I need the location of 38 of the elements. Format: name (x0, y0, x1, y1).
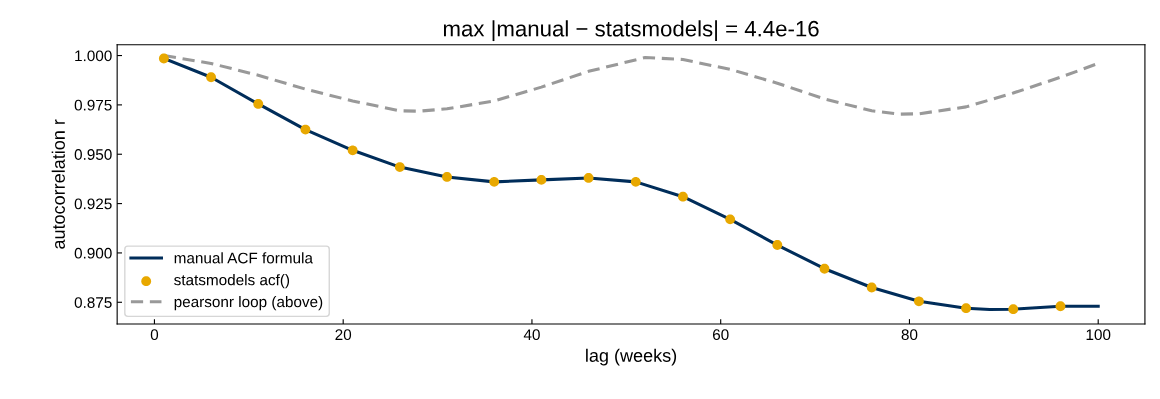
x-tick-label: 40 (523, 329, 540, 341)
y-tick-label: 0.950 (74, 149, 112, 160)
point (725, 214, 736, 225)
point (678, 191, 688, 202)
point (819, 263, 830, 274)
legend-label: manual ACF formula (174, 252, 313, 264)
y-tick-label: 1.000 (75, 50, 112, 62)
chart-title: max |manual − statsmodels| = 4.4e-16 (443, 20, 819, 42)
x-tick-label: 0 (150, 329, 159, 341)
point (961, 303, 971, 314)
y-tick-label: 0.975 (74, 99, 112, 111)
x-tick-label: 60 (712, 329, 729, 341)
point (1008, 304, 1019, 315)
y-tick-label: 0.875 (74, 297, 112, 308)
point (394, 162, 405, 172)
x-tick-label: 20 (335, 329, 352, 341)
x-tick-label: 100 (1086, 329, 1111, 341)
legend-label: statsmodels acf() (174, 274, 290, 289)
point (630, 176, 641, 187)
point (913, 296, 924, 307)
legend-label: pearsonr loop (above) (174, 296, 323, 311)
x-axis-title: lag (weeks) (586, 348, 677, 366)
y-axis-title: autocorrelation r (51, 119, 65, 249)
point (347, 145, 358, 156)
point (583, 173, 594, 183)
point (253, 98, 264, 109)
point (866, 282, 877, 293)
x-tick-label: 80 (901, 329, 918, 341)
y-tick-label: 0.900 (74, 247, 112, 259)
point (489, 176, 500, 187)
point (442, 172, 452, 182)
point (536, 174, 547, 185)
y-tick-label: 0.925 (74, 198, 112, 210)
point (158, 53, 169, 64)
point (206, 72, 216, 83)
point (772, 240, 783, 250)
point (1055, 301, 1066, 312)
point (300, 124, 311, 135)
